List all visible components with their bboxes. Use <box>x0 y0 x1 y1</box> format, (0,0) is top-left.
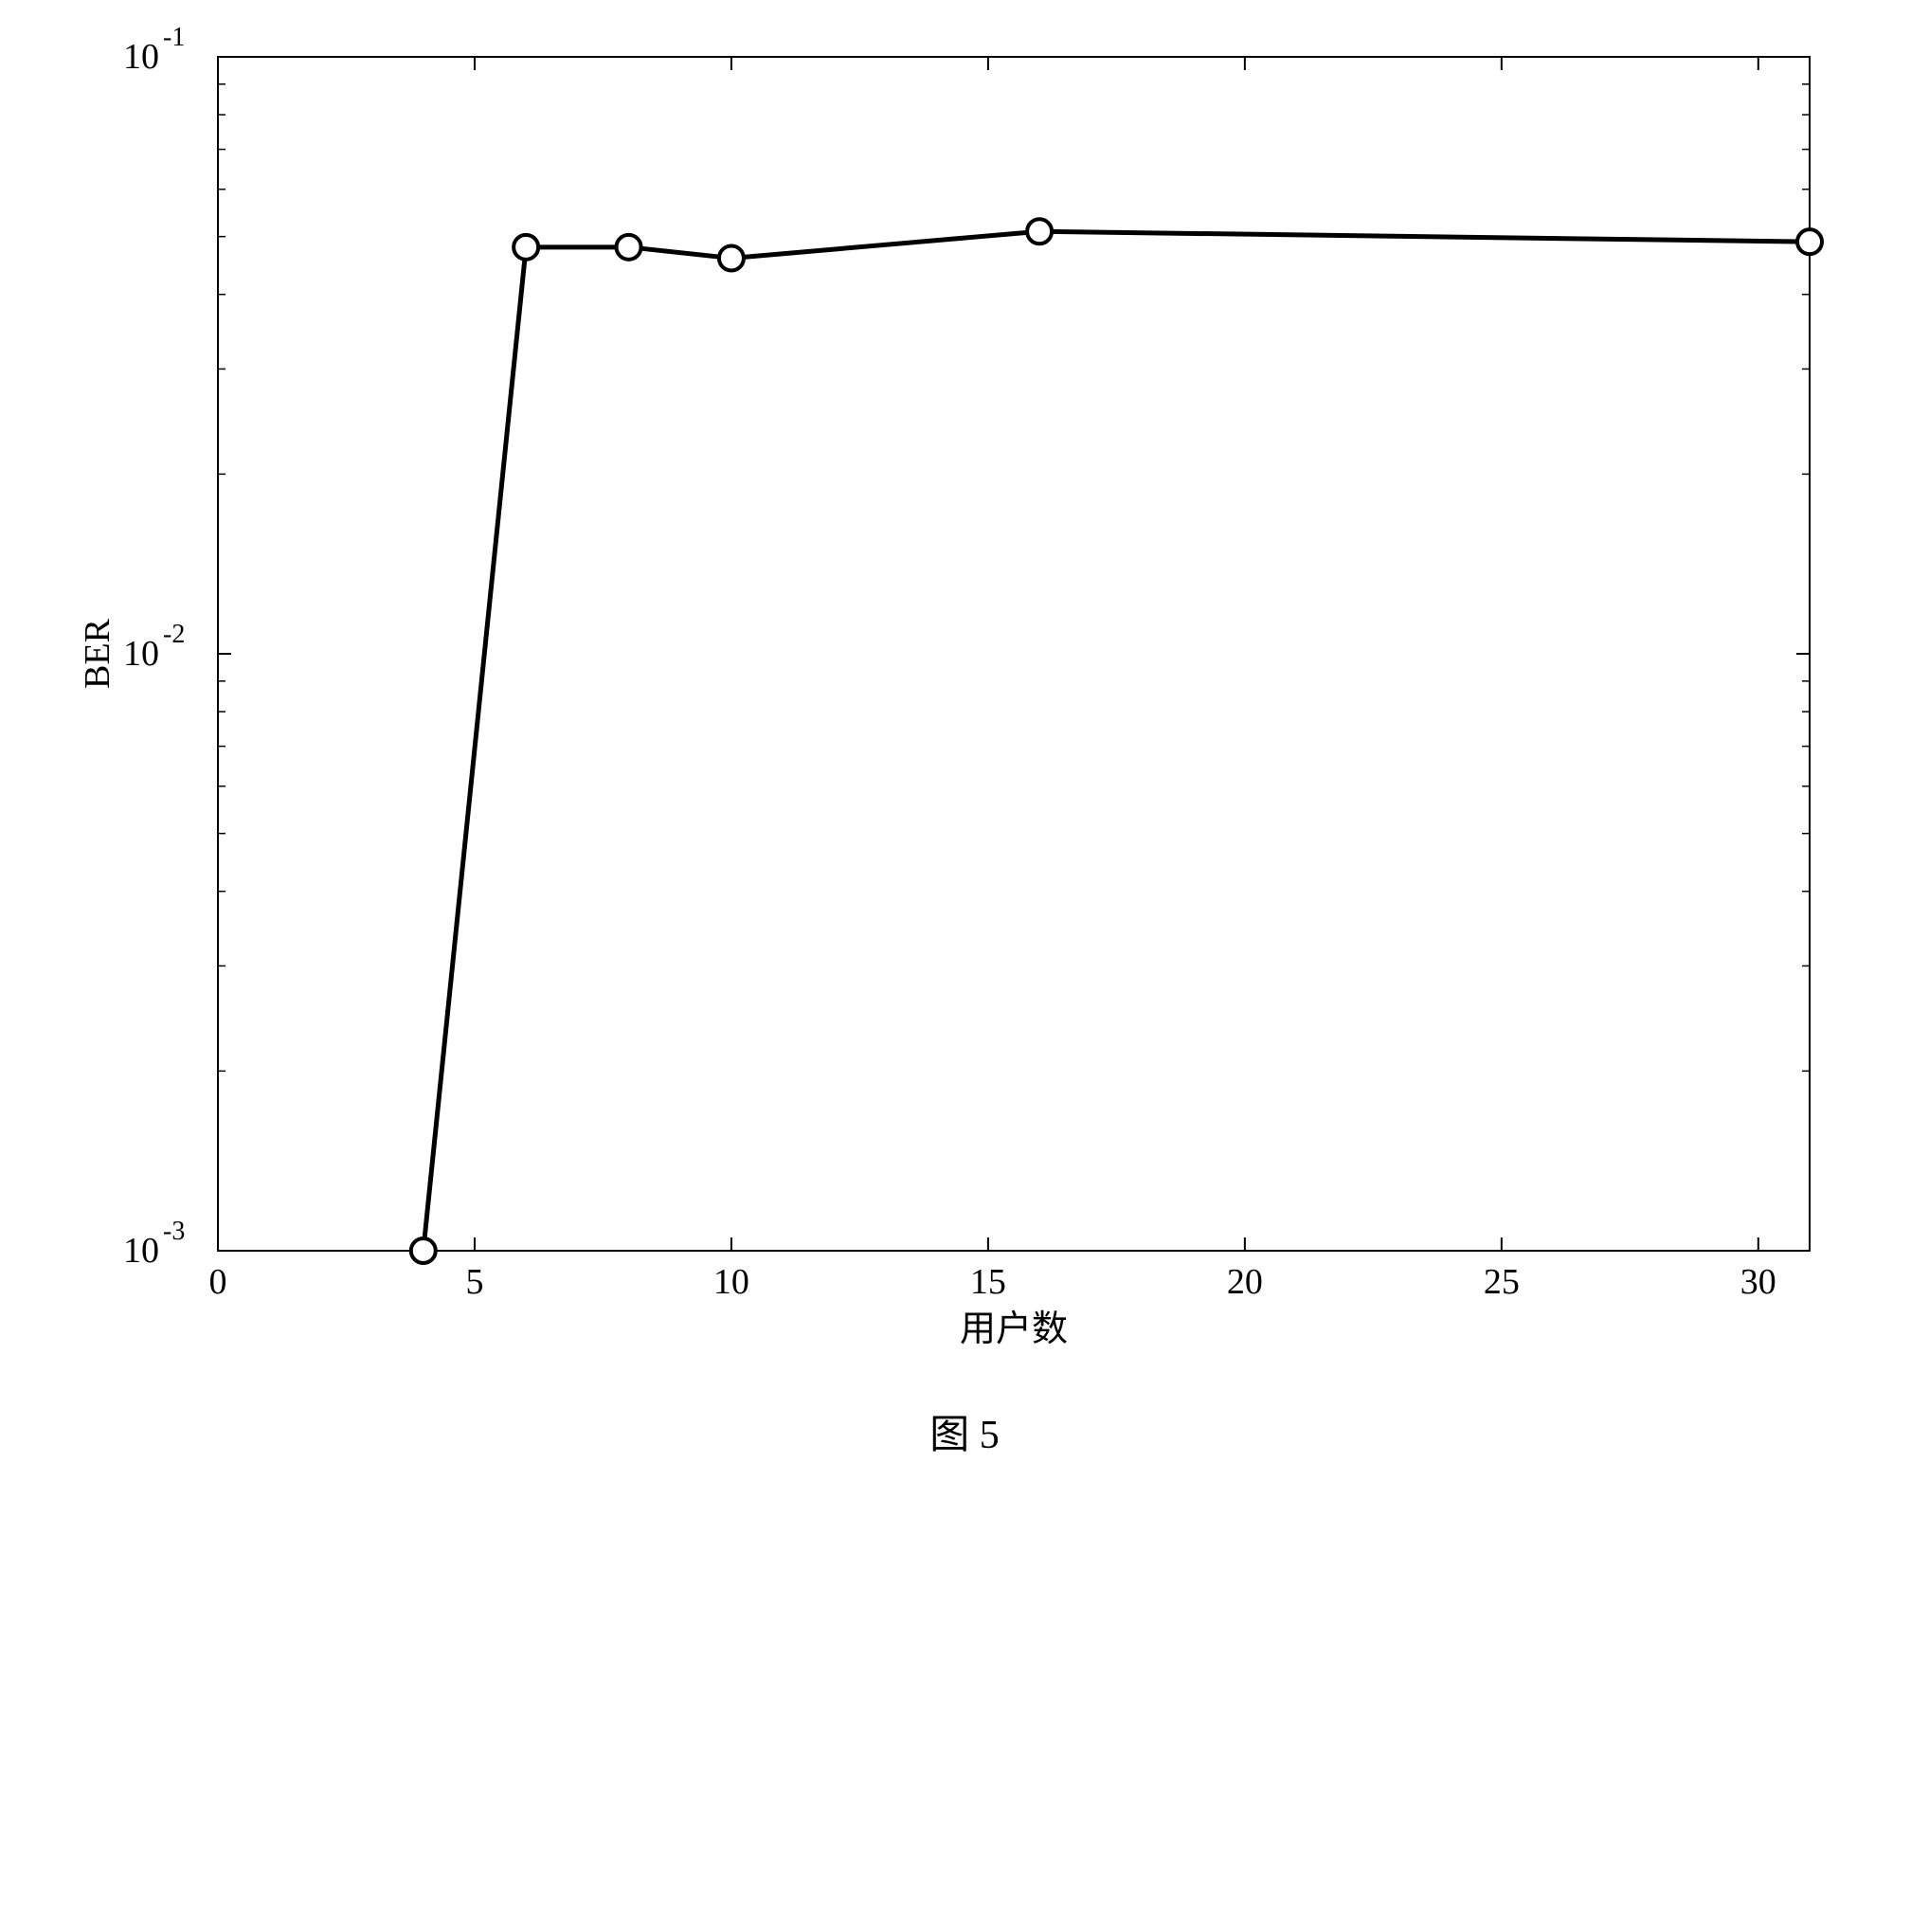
y-tick-label-base: 10 <box>123 1231 159 1271</box>
x-tick-label: 20 <box>1227 1262 1263 1302</box>
data-marker <box>411 1238 436 1263</box>
x-tick-label: 30 <box>1740 1262 1776 1302</box>
data-marker <box>617 235 641 260</box>
figure-caption: 图 5 <box>0 1402 1929 1460</box>
x-tick-label: 5 <box>465 1262 483 1302</box>
x-tick-label: 0 <box>209 1262 227 1302</box>
chart-svg: 05101520253010-310-210-1用户数BER <box>76 9 1857 1364</box>
x-tick-label: 10 <box>713 1262 749 1302</box>
y-tick-label-exp: -2 <box>163 620 185 649</box>
x-tick-label: 15 <box>970 1262 1006 1302</box>
data-marker <box>719 245 744 270</box>
data-marker <box>1027 219 1052 244</box>
data-line <box>424 231 1810 1251</box>
y-tick-label-exp: -1 <box>163 23 185 52</box>
data-marker <box>514 235 538 260</box>
data-marker <box>1797 229 1822 254</box>
y-tick-label-base: 10 <box>123 37 159 77</box>
x-tick-label: 25 <box>1484 1262 1520 1302</box>
y-tick-label-exp: -3 <box>163 1217 185 1246</box>
x-axis-label: 用户数 <box>960 1309 1068 1349</box>
chart-container: 05101520253010-310-210-1用户数BER <box>76 9 1857 1364</box>
y-tick-label-base: 10 <box>123 634 159 674</box>
y-axis-label: BER <box>78 618 117 689</box>
